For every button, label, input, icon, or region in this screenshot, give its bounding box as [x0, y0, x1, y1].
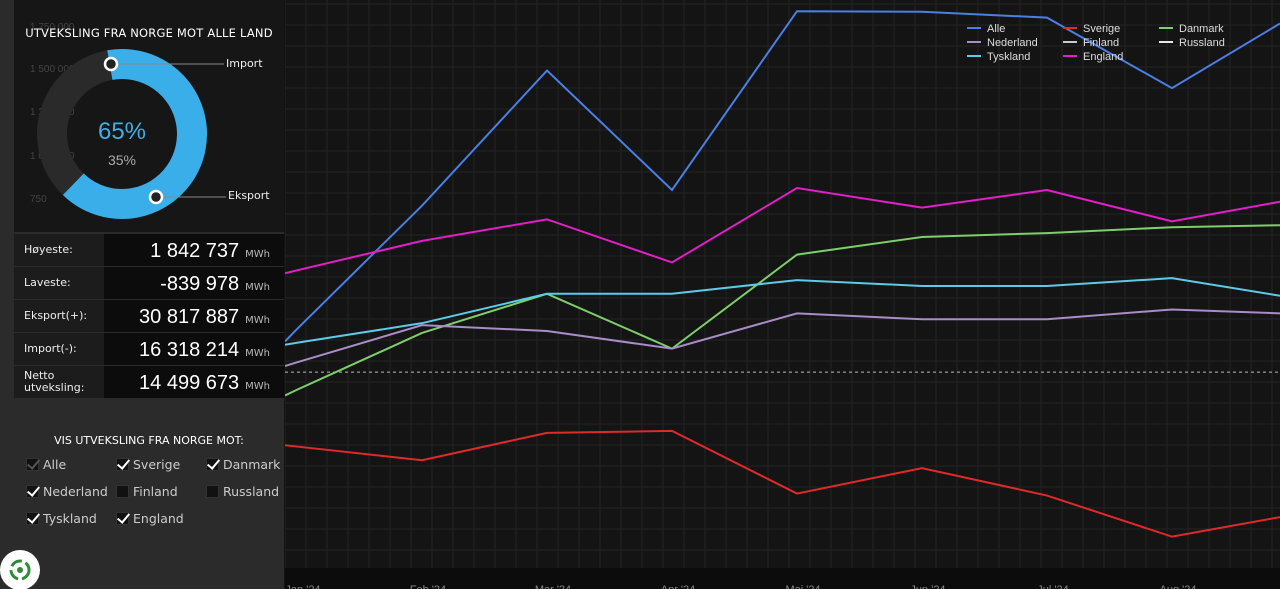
- filter-title: VIS UTVEKSLING FRA NORGE MOT:: [54, 434, 244, 447]
- series-line-danmark: [284, 224, 1280, 397]
- stat-value: 30 817 887: [139, 306, 240, 328]
- eksport-marker[interactable]: [148, 189, 164, 205]
- logo[interactable]: [0, 550, 40, 589]
- x-axis-band: [285, 568, 1280, 589]
- legend-label: Danmark: [1179, 23, 1224, 35]
- stat-label: Eksport(+):: [14, 300, 104, 332]
- chart-background: [285, 0, 1280, 589]
- x-tick-label: Jan '24: [285, 584, 320, 589]
- stat-label: Høyeste:: [14, 234, 104, 266]
- checkbox-icon[interactable]: [206, 458, 219, 471]
- x-tick-label: Apr '24: [661, 584, 696, 589]
- filter-checkbox-sverige[interactable]: Sverige: [116, 457, 180, 472]
- checkbox-label: Nederland: [43, 484, 108, 499]
- checkbox-icon[interactable]: [26, 458, 39, 471]
- series-line-sverige: [284, 429, 1280, 538]
- filter-checkbox-alle[interactable]: Alle: [26, 457, 66, 472]
- stat-unit: MWh: [245, 249, 270, 260]
- legend-label: Nederland: [987, 37, 1038, 49]
- checkbox-label: England: [133, 511, 184, 526]
- checkbox-label: Tyskland: [43, 511, 97, 526]
- x-tick-label: Aug '24: [1160, 584, 1197, 589]
- stat-value-cell: -839 978 MWh: [104, 267, 284, 299]
- stat-unit: MWh: [245, 348, 270, 359]
- stat-unit: MWh: [245, 282, 270, 293]
- chart-svg: Jan '24 Feb '24 Mar '24 Apr '24 Mai '24 Jun '…: [284, 0, 1280, 589]
- donut-title: UTVEKSLING FRA NORGE MOT ALLE LAND: [25, 26, 273, 40]
- stat-value-cell: 30 817 887 MWh: [104, 300, 284, 332]
- background-tick-label: 1 500 000: [30, 64, 75, 75]
- x-tick-label: Mar '24: [535, 584, 571, 589]
- filter-checkbox-russland[interactable]: Russland: [206, 484, 279, 499]
- stats-table: Høyeste: 1 842 737 MWh Laveste: -839 978 M…: [14, 234, 284, 399]
- legend-label: Finland: [1083, 37, 1119, 49]
- background-tick-label: 1 750 000: [30, 22, 75, 33]
- checkbox-icon[interactable]: [26, 485, 39, 498]
- filter-checkbox-england[interactable]: England: [116, 511, 184, 526]
- series-line-nederland: [284, 308, 1280, 368]
- legend-label: England: [1083, 51, 1123, 63]
- stat-label: Netto utveksling:: [14, 366, 104, 398]
- checkbox-label: Danmark: [223, 457, 281, 472]
- stat-row-hoyeste: Høyeste: 1 842 737 MWh: [14, 234, 284, 267]
- x-tick-label: Jul '24: [1037, 584, 1068, 589]
- stat-unit: MWh: [245, 315, 270, 326]
- stat-value-cell: 16 318 214 MWh: [104, 333, 284, 365]
- stat-value: 16 318 214: [139, 339, 240, 361]
- stat-value: 14 499 673: [139, 372, 240, 394]
- checkbox-label: Sverige: [133, 457, 181, 472]
- series-line-tyskland: [284, 277, 1280, 346]
- filter-checkbox-danmark[interactable]: Danmark: [206, 457, 280, 472]
- x-tick-label: Mai '24: [785, 584, 820, 589]
- stat-row-netto: Netto utveksling: 14 499 673 MWh: [14, 366, 284, 399]
- stat-unit: MWh: [245, 381, 270, 392]
- stat-label: Laveste:: [14, 267, 104, 299]
- stat-row-import: Import(-): 16 318 214 MWh: [14, 333, 284, 366]
- series-line-england: [284, 186, 1280, 275]
- checkbox-icon[interactable]: [116, 485, 129, 498]
- legend-label: Sverige: [1083, 23, 1120, 35]
- left-panel: 1 750 000 1 500 000 1 250 000 1 000 000 750 …: [0, 0, 284, 589]
- import-label: Import: [226, 57, 263, 70]
- x-tick-label: Feb '24: [410, 584, 446, 589]
- legend-label: Tyskland: [987, 51, 1030, 63]
- legend-label: Alle: [987, 23, 1005, 35]
- donut-svg: [37, 49, 226, 219]
- checkbox-icon[interactable]: [116, 458, 129, 471]
- checkbox-label: Russland: [223, 484, 280, 499]
- eksport-label: Eksport: [228, 189, 270, 202]
- stat-value: -839 978: [160, 273, 240, 295]
- checkbox-icon[interactable]: [116, 512, 129, 525]
- checkbox-icon[interactable]: [206, 485, 219, 498]
- legend-label: Russland: [1179, 37, 1225, 49]
- series-line-alle: [284, 10, 1280, 343]
- background-tick-label: 750: [30, 194, 47, 205]
- import-percent: 35%: [107, 152, 137, 168]
- checkbox-label: Alle: [43, 457, 67, 472]
- recycle-logo-icon: [9, 559, 31, 581]
- checkbox-icon[interactable]: [26, 512, 39, 525]
- x-tick-label: Jun '24: [910, 584, 945, 589]
- filter-checkbox-nederland[interactable]: Nederland: [26, 484, 108, 499]
- filter-checkbox-tyskland[interactable]: Tyskland: [26, 511, 97, 526]
- filter-checkbox-finland[interactable]: Finland: [116, 484, 178, 499]
- import-marker[interactable]: [103, 56, 119, 72]
- stat-row-eksport: Eksport(+): 30 817 887 MWh: [14, 300, 284, 333]
- donut-chart: 65% 35% Import Eksport: [14, 40, 284, 232]
- stat-value-cell: 14 499 673 MWh: [104, 366, 284, 398]
- export-percent: 65%: [97, 118, 147, 145]
- checkbox-label: Finland: [133, 484, 178, 499]
- line-chart: Jan '24 Feb '24 Mar '24 Apr '24 Mai '24 Jun '…: [284, 0, 1280, 589]
- stat-value: 1 842 737: [150, 240, 240, 262]
- stat-label: Import(-):: [14, 333, 104, 365]
- stat-row-laveste: Laveste: -839 978 MWh: [14, 267, 284, 300]
- stat-value-cell: 1 842 737 MWh: [104, 234, 284, 266]
